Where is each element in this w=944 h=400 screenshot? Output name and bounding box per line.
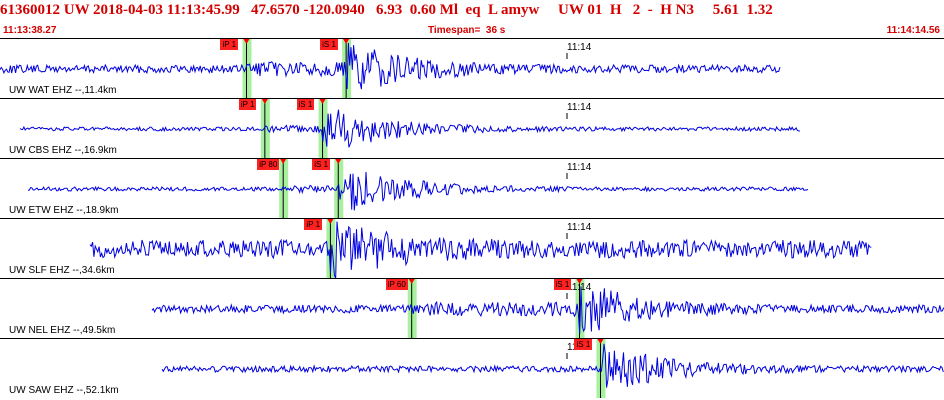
time-mark-label: 11:14 <box>567 102 592 113</box>
trace-panel-slf[interactable]: 11:14 UW SLF EHZ --,34.6km iP 1 <box>0 218 944 278</box>
station-label: UW NEL EHZ --,49.5km <box>9 325 116 336</box>
pick-marker <box>576 279 583 284</box>
time-mark-label: 11:14 <box>567 222 592 233</box>
pick-flag[interactable]: iS 1 <box>296 99 315 110</box>
pick-marker <box>261 99 268 104</box>
time-mark-label: 11:14 <box>567 282 592 293</box>
time-mark-label: 11:14 <box>567 42 592 53</box>
waveform-svg <box>161 339 944 398</box>
pick-marker <box>327 219 334 224</box>
event-title: 61360012 UW 2018-04-03 11:13:45.99 47.65… <box>0 2 773 18</box>
pick-flag[interactable]: iS 1 <box>574 339 593 350</box>
trace-panel-nel[interactable]: 11:14 UW NEL EHZ --,49.5km iP 60 iS 1 <box>0 278 944 338</box>
waveform-line <box>161 343 944 388</box>
waveform-line <box>89 221 872 278</box>
pick-marker <box>343 39 350 44</box>
end-time: 11:14:14.56 <box>886 25 940 36</box>
pick-marker <box>597 339 604 344</box>
waveform-line <box>0 42 781 90</box>
start-time: 11:13:38.27 <box>3 25 57 36</box>
trace-panel-etw[interactable]: 11:14 UW ETW EHZ --,18.9km iP 80 iS 1 <box>0 158 944 218</box>
waveform-line <box>151 286 944 334</box>
pick-flag[interactable]: iP 1 <box>238 99 257 110</box>
waveform-line <box>27 171 809 211</box>
time-mark-label: 11:14 <box>567 162 592 173</box>
pick-marker <box>319 99 326 104</box>
trace-panel-saw[interactable]: 11:14 UW SAW EHZ --,52.1km iS 1 <box>0 338 944 398</box>
station-label: UW ETW EHZ --,18.9km <box>9 205 119 216</box>
station-label: UW WAT EHZ --,11.4km <box>9 85 117 96</box>
pick-flag[interactable]: iS 1 <box>320 39 338 50</box>
waveform-svg <box>151 279 944 338</box>
pick-flag[interactable]: iS 1 <box>312 159 331 170</box>
station-label: UW SLF EHZ --,34.6km <box>9 265 115 276</box>
waveform-svg <box>27 159 809 218</box>
waveform-svg <box>19 99 801 158</box>
waveform-svg <box>89 219 872 278</box>
pick-flag[interactable]: iP 1 <box>304 219 323 230</box>
trace-panel-cbs[interactable]: 11:14 UW CBS EHZ --,16.9km iP 1 iS 1 <box>0 98 944 158</box>
pick-flag[interactable]: iP 1 <box>220 39 239 50</box>
trace-panel-wat[interactable]: 11:14 UW WAT EHZ --,11.4km iP 1 iS 1 <box>0 38 944 98</box>
waveform-svg <box>0 39 781 98</box>
station-label: UW CBS EHZ --,16.9km <box>9 145 117 156</box>
seismogram-traces: 11:14 UW WAT EHZ --,11.4km iP 1 iS 1 11:1… <box>0 38 944 400</box>
station-label: UW SAW EHZ --,52.1km <box>9 385 119 396</box>
pick-marker <box>335 159 342 164</box>
waveform-line <box>19 109 801 148</box>
pick-flag[interactable]: iP 80 <box>257 159 280 170</box>
timespan-label: Timespan= 36 s <box>428 25 506 36</box>
pick-flag[interactable]: iP 60 <box>385 279 408 290</box>
pick-flag[interactable]: iS 1 <box>553 279 572 290</box>
event-header: 61360012 UW 2018-04-03 11:13:45.99 47.65… <box>0 0 944 38</box>
pick-marker <box>408 279 415 284</box>
pick-marker <box>280 159 287 164</box>
pick-marker <box>243 39 250 44</box>
